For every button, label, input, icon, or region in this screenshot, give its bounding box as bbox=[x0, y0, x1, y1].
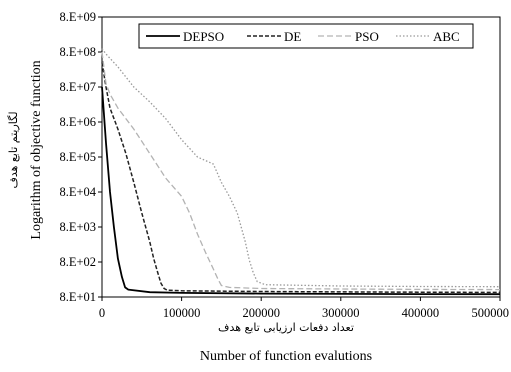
plot-area bbox=[101, 16, 501, 298]
plot-frame bbox=[101, 16, 501, 298]
legend: DEPSO DE PSO ABC bbox=[138, 23, 474, 49]
legend-label-pso: PSO bbox=[355, 29, 379, 44]
y-axis-title-fa: لگاریتم تابع هدف bbox=[7, 111, 20, 188]
legend-label-de: DE bbox=[284, 29, 301, 44]
y-tick-label: 8.E+09 bbox=[59, 10, 96, 24]
x-axis-ticks: 0 100000 200000 300000 400000 500000 bbox=[99, 297, 509, 320]
y-tick-label: 8.E+06 bbox=[59, 115, 96, 129]
y-tick-label: 8.E+07 bbox=[59, 80, 96, 94]
y-tick-label: 8.E+03 bbox=[59, 220, 96, 234]
x-axis-title: Number of function evalutions bbox=[200, 349, 372, 364]
series-line-abc bbox=[101, 48, 501, 288]
series-line-depso bbox=[101, 86, 501, 296]
legend-label-abc: ABC bbox=[433, 29, 460, 44]
x-tick-label: 200000 bbox=[242, 306, 280, 320]
x-tick-label: 500000 bbox=[472, 306, 510, 320]
series-line-de bbox=[101, 62, 501, 294]
x-axis-title-fa: تعداد دفعات ارزیابی تابع هدف bbox=[218, 321, 354, 334]
y-tick-label: 8.E+02 bbox=[59, 255, 96, 269]
y-tick-label: 8.E+04 bbox=[59, 185, 96, 199]
x-tick-label: 100000 bbox=[163, 306, 201, 320]
x-tick-label: 0 bbox=[99, 306, 105, 320]
series-layer bbox=[101, 48, 501, 296]
y-axis-ticks: 8.E+01 8.E+02 8.E+03 8.E+04 8.E+05 8.E+06 8.E+… bbox=[59, 10, 102, 304]
series-line-pso bbox=[101, 51, 501, 291]
x-tick-label: 300000 bbox=[322, 306, 360, 320]
y-tick-label: 8.E+08 bbox=[59, 45, 96, 59]
y-tick-label: 8.E+01 bbox=[59, 290, 96, 304]
legend-label-depso: DEPSO bbox=[183, 29, 224, 44]
x-tick-label: 400000 bbox=[402, 306, 440, 320]
y-tick-label: 8.E+05 bbox=[59, 150, 96, 164]
y-axis-title: Logarithm of objective function bbox=[29, 60, 44, 239]
